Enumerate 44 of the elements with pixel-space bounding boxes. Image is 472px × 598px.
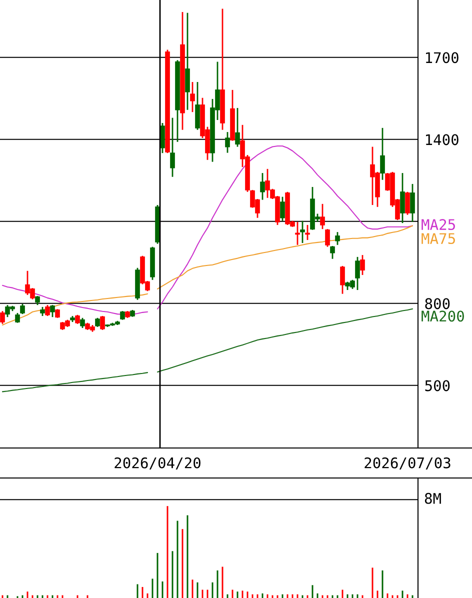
candlestick <box>260 172 265 201</box>
candlestick <box>45 304 50 317</box>
candlestick <box>195 81 200 131</box>
candlestick <box>15 312 20 324</box>
candlestick <box>335 231 340 246</box>
candlestick <box>170 117 175 178</box>
series-label: MA25 <box>422 219 455 230</box>
candlestick <box>360 254 365 276</box>
candlestick <box>50 304 55 318</box>
candlestick <box>305 224 310 241</box>
candlestick <box>225 131 230 154</box>
series-label: MA200 <box>422 310 464 322</box>
candlestick <box>410 183 415 223</box>
candlestick <box>235 107 240 148</box>
candlestick <box>100 315 105 331</box>
y-tick-label: 500 <box>425 380 450 392</box>
candlestick <box>380 127 385 181</box>
candlestick <box>80 317 85 329</box>
y-tick-label: 1700 <box>426 52 458 64</box>
candlestick <box>190 81 195 113</box>
x-tick-label: 2026/04/20 <box>114 457 200 470</box>
candlestick <box>35 295 40 306</box>
candlestick <box>280 196 285 222</box>
candlestick <box>0 310 5 325</box>
candlestick <box>185 12 190 111</box>
candlestick <box>355 256 360 291</box>
candlestick <box>295 221 300 246</box>
series-label: MA75 <box>422 233 455 244</box>
candlestick <box>405 191 410 216</box>
candlestick <box>20 303 25 315</box>
candlestick <box>330 245 335 260</box>
candlestick <box>340 265 345 295</box>
candlestick <box>300 220 305 244</box>
y-tick-label: 800 <box>425 298 450 310</box>
y-tick-label: 1400 <box>426 134 458 146</box>
candlestick <box>40 306 45 317</box>
candlestick <box>75 314 80 325</box>
candlestick <box>325 228 330 248</box>
ref-line-label: 8M <box>424 492 441 504</box>
candlestick <box>95 317 100 328</box>
candlestick <box>160 122 165 154</box>
candlestick <box>400 172 405 224</box>
x-tick-label: 2026/07/03 <box>364 457 450 470</box>
candlestick <box>320 203 325 230</box>
